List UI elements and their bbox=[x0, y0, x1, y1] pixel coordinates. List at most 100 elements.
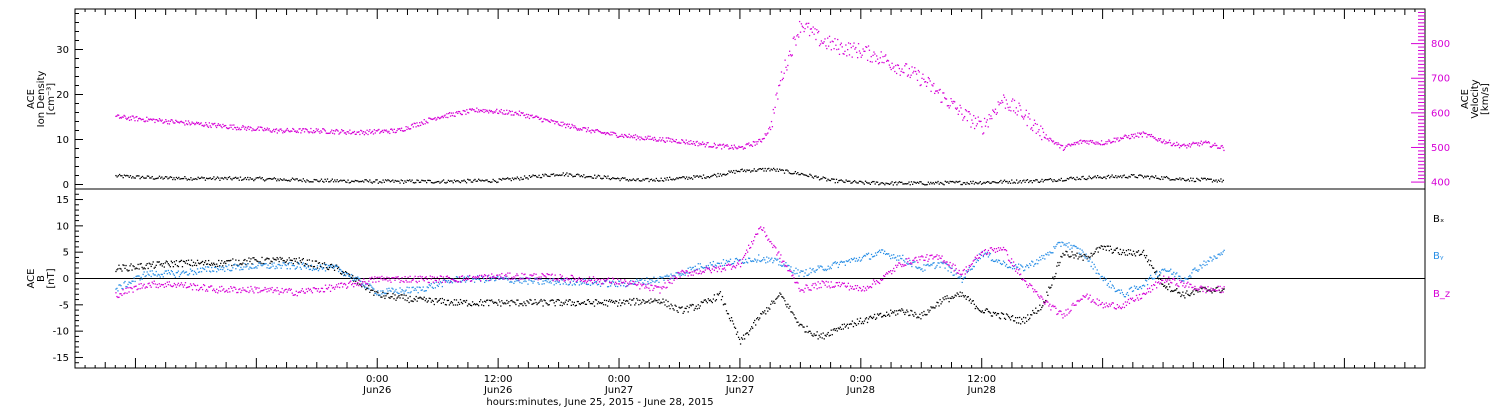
b-point bbox=[617, 285, 619, 288]
b-point bbox=[582, 280, 585, 283]
b-point bbox=[1125, 249, 1128, 252]
velocity-point bbox=[749, 145, 751, 147]
density-point bbox=[893, 182, 896, 184]
b-point bbox=[955, 295, 957, 297]
velocity-point bbox=[513, 114, 515, 116]
b-point bbox=[216, 271, 218, 273]
b-point bbox=[449, 280, 452, 282]
velocity-point bbox=[290, 130, 292, 132]
velocity-point bbox=[1198, 145, 1201, 147]
b-point bbox=[993, 312, 996, 315]
velocity-point bbox=[273, 128, 275, 131]
b-point bbox=[335, 265, 338, 268]
b-point bbox=[1106, 245, 1108, 247]
b-point bbox=[459, 280, 462, 283]
b-point bbox=[1021, 318, 1023, 320]
density-point bbox=[283, 178, 285, 180]
density-point bbox=[684, 178, 687, 180]
velocity-point bbox=[127, 116, 130, 119]
b-point bbox=[582, 278, 585, 280]
density-point bbox=[340, 179, 342, 181]
b-point bbox=[941, 262, 943, 264]
velocity-point bbox=[344, 132, 346, 134]
b-point bbox=[348, 273, 350, 275]
b-point bbox=[706, 267, 708, 269]
density-point bbox=[401, 180, 404, 182]
density-point bbox=[953, 181, 955, 183]
b-point bbox=[410, 281, 412, 283]
b-point bbox=[404, 275, 406, 278]
b-point bbox=[919, 267, 921, 269]
velocity-point bbox=[190, 123, 192, 125]
b-point bbox=[361, 284, 363, 286]
velocity-point bbox=[1096, 143, 1098, 145]
b-point bbox=[1075, 245, 1077, 248]
b-point bbox=[450, 301, 453, 303]
velocity-point bbox=[332, 132, 334, 134]
b-point bbox=[984, 252, 987, 254]
b-point bbox=[794, 317, 796, 319]
b-point bbox=[154, 283, 156, 285]
b-point bbox=[472, 275, 475, 278]
b-point bbox=[1144, 279, 1147, 281]
velocity-point bbox=[1075, 141, 1077, 144]
velocity-point bbox=[348, 132, 350, 134]
b-point bbox=[535, 273, 537, 275]
b-point bbox=[847, 327, 850, 329]
b-point bbox=[958, 295, 960, 298]
density-point bbox=[765, 170, 768, 172]
velocity-point bbox=[251, 130, 253, 132]
b-point bbox=[850, 257, 853, 260]
b-point bbox=[458, 276, 461, 278]
b-point bbox=[379, 294, 381, 296]
b-point bbox=[1045, 253, 1047, 255]
b-point bbox=[976, 307, 978, 309]
density-point bbox=[434, 181, 436, 184]
density-point bbox=[792, 173, 794, 175]
velocity-point bbox=[629, 136, 631, 139]
b-point bbox=[326, 266, 329, 269]
b-point bbox=[854, 260, 857, 262]
density-point bbox=[683, 176, 685, 178]
velocity-point bbox=[614, 132, 617, 135]
b-point bbox=[895, 314, 897, 316]
velocity-point bbox=[1148, 133, 1151, 136]
b-point bbox=[342, 271, 345, 274]
b-point bbox=[328, 265, 331, 267]
b-point bbox=[904, 261, 906, 263]
velocity-point bbox=[1058, 143, 1060, 145]
density-point bbox=[833, 178, 835, 180]
velocity-point bbox=[889, 66, 891, 69]
velocity-point bbox=[946, 105, 949, 107]
b-point bbox=[839, 326, 841, 328]
b-point bbox=[608, 280, 611, 282]
b-point bbox=[388, 277, 390, 279]
density-point bbox=[834, 182, 836, 184]
density-point bbox=[566, 172, 568, 174]
b-point bbox=[753, 260, 755, 262]
b-point bbox=[552, 280, 554, 282]
b-point bbox=[907, 311, 909, 313]
density-point bbox=[435, 181, 437, 183]
b-point bbox=[494, 280, 496, 282]
b-point bbox=[1156, 270, 1158, 272]
b-point bbox=[1167, 270, 1169, 272]
density-point bbox=[1067, 178, 1070, 180]
velocity-point bbox=[285, 129, 288, 131]
velocity-point bbox=[1211, 145, 1213, 148]
b-point bbox=[295, 267, 297, 269]
b-point bbox=[196, 284, 199, 287]
b-point bbox=[205, 270, 208, 272]
b-point bbox=[427, 300, 429, 302]
b-point bbox=[784, 265, 786, 268]
velocity-point bbox=[768, 128, 770, 130]
b-point bbox=[959, 291, 961, 293]
b-point bbox=[451, 278, 454, 281]
density-point bbox=[323, 181, 325, 183]
b-point bbox=[833, 262, 835, 264]
b-point bbox=[829, 266, 831, 268]
velocity-point bbox=[878, 62, 881, 64]
velocity-point bbox=[720, 148, 723, 150]
b-point bbox=[951, 295, 953, 298]
b-point bbox=[808, 330, 810, 333]
